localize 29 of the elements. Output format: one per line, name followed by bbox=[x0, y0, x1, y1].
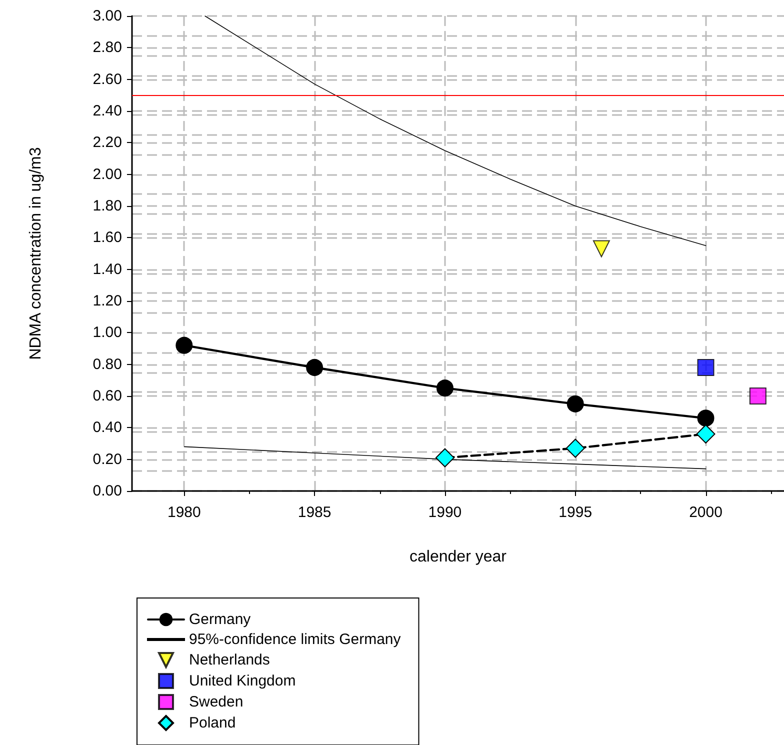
y-tick-label: 0.20 bbox=[92, 450, 122, 468]
y-tick-label: 2.40 bbox=[92, 102, 122, 120]
y-tick-label: 2.00 bbox=[92, 166, 122, 183]
legend-label: 95%-confidence limits Germany bbox=[189, 631, 402, 648]
y-tick-label: 0.80 bbox=[92, 356, 122, 373]
y-tick-label: 3.00 bbox=[92, 8, 122, 24]
y-tick-label: 2.80 bbox=[92, 39, 122, 56]
legend-label: Netherlands bbox=[189, 652, 270, 668]
y-tick-label: 0.60 bbox=[92, 388, 122, 404]
legend-label: Poland bbox=[189, 714, 236, 732]
y-tick-label: 2.20 bbox=[92, 134, 122, 152]
y-tick-label: 2.60 bbox=[92, 70, 122, 88]
y-tick-label: 0.00 bbox=[92, 482, 122, 500]
legend-label: Germany bbox=[189, 611, 252, 628]
y-axis-title: NDMA concentration in ug/m3 bbox=[28, 147, 44, 360]
legend-label: Sweden bbox=[189, 694, 244, 710]
y-tick-label: 1.00 bbox=[92, 324, 122, 342]
x-axis-title: calender year bbox=[410, 548, 508, 566]
y-tick-label: 1.40 bbox=[92, 260, 122, 278]
y-tick-label: 1.80 bbox=[92, 198, 122, 214]
x-tick-label: 1990 bbox=[428, 504, 462, 521]
legend-label: United Kingdom bbox=[189, 672, 296, 690]
y-tick-label: 1.60 bbox=[92, 229, 122, 246]
y-tick-label: 0.40 bbox=[92, 419, 122, 436]
x-tick-label: 1985 bbox=[298, 504, 332, 521]
x-tick-label: 1980 bbox=[167, 504, 201, 521]
x-tick-label: 1995 bbox=[558, 504, 592, 521]
y-tick-label: 1.20 bbox=[92, 292, 122, 310]
x-tick-label: 2000 bbox=[689, 504, 722, 521]
